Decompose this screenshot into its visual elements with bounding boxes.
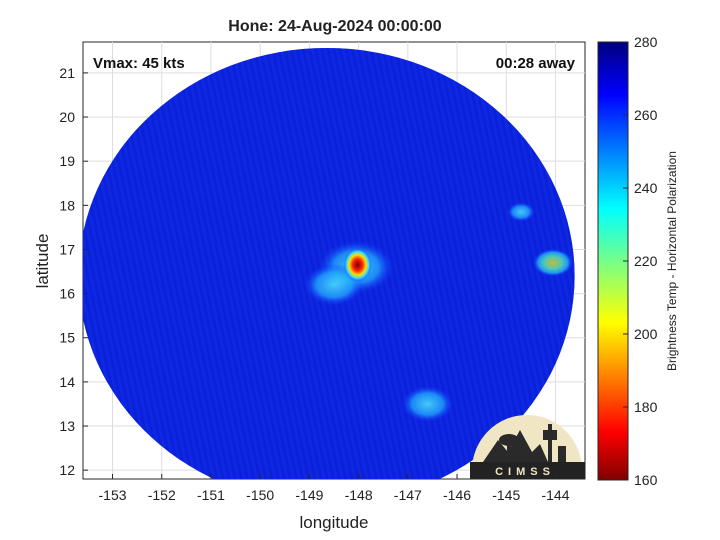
feature-south-band [401,385,454,423]
colorbar-tick-label-5: 260 [634,107,658,123]
colorbar-tick-label-4: 240 [634,180,658,196]
y-tick-label-6: 18 [59,197,75,213]
colorbar-tick-label-0: 160 [634,472,658,488]
x-tick-label-2: -151 [197,487,225,503]
y-tick-label-7: 19 [59,153,75,169]
x-tick-label-3: -150 [246,487,274,503]
y-axis-ticks: 12 13 14 15 16 17 18 19 20 21 [59,65,88,478]
x-tick-label-5: -148 [345,487,373,503]
y-tick-label-5: 17 [59,241,75,257]
x-tick-label-1: -152 [148,487,176,503]
feature-eye [343,248,372,282]
x-tick-label-6: -147 [394,487,422,503]
cimss-logo: CIMSS [470,415,585,479]
y-tick-label-0: 12 [59,462,75,478]
colorbar-ticks: 160 180 200 220 240 260 280 [623,34,658,488]
x-axis-label: longitude [299,513,368,532]
y-axis-label: latitude [33,234,52,289]
swath-layer [83,48,575,479]
colorbar-tick-label-1: 180 [634,399,658,415]
chart-title: Hone: 24-Aug-2024 00:00:00 [228,18,442,35]
feature-east-convection [533,248,574,277]
y-tick-label-8: 20 [59,109,75,125]
feature-northeast-convection [507,202,536,222]
x-tick-label-9: -144 [541,487,569,503]
y-tick-label-2: 14 [59,374,75,390]
storm-features [304,202,574,423]
x-tick-label-0: -153 [99,487,127,503]
x-tick-label-7: -146 [443,487,471,503]
time-offset-label: 00:28 away [496,55,576,72]
x-tick-label-4: -149 [295,487,323,503]
colorbar-tick-label-3: 220 [634,253,658,269]
vmax-label: Vmax: 45 kts [93,55,185,72]
colorbar-label: Brightness Temp - Horizontal Polarizatio… [665,151,679,371]
x-axis-ticks: -153 -152 -151 -150 -149 -148 -147 -146 -145 -144 [99,474,570,503]
y-tick-label-3: 15 [59,330,75,346]
y-tick-label-9: 21 [59,65,75,81]
logo-text: CIMSS [495,466,555,478]
colorbar-tick-label-6: 280 [634,34,658,50]
y-tick-label-1: 13 [59,418,75,434]
y-tick-label-4: 16 [59,286,75,302]
x-tick-label-8: -145 [492,487,520,503]
colorbar-tick-label-2: 200 [634,326,658,342]
